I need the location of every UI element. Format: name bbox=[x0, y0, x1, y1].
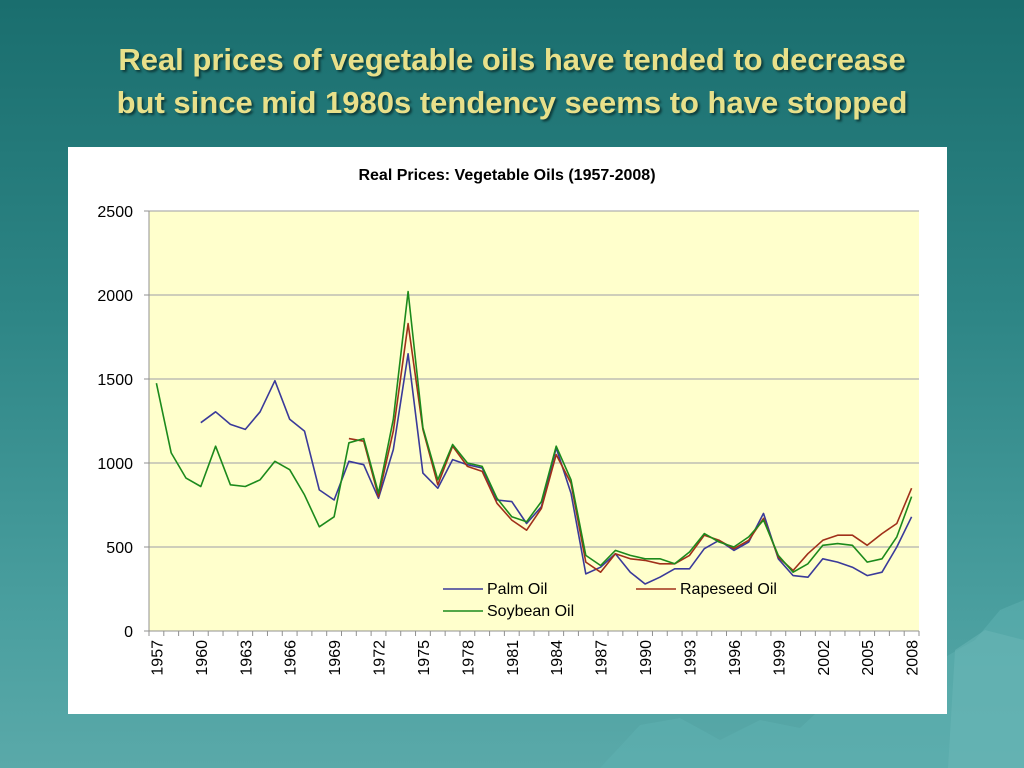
x-tick-label: 1999 bbox=[771, 640, 788, 676]
x-tick-label: 2005 bbox=[860, 640, 877, 676]
legend-item-soybean-oil: Soybean Oil bbox=[443, 603, 574, 620]
x-tick-label: 2008 bbox=[905, 640, 922, 676]
x-tick-label: 1996 bbox=[727, 640, 744, 676]
series-line-rapeseed-oil bbox=[348, 322, 913, 573]
x-tick-label: 1978 bbox=[460, 640, 477, 676]
slide-title-line-1: Real prices of vegetable oils have tende… bbox=[118, 42, 906, 77]
x-tick-label: 1957 bbox=[149, 640, 166, 676]
x-tick-label: 1969 bbox=[327, 640, 344, 676]
legend-label-rapeseed-oil: Rapeseed Oil bbox=[680, 581, 777, 598]
y-tick-label: 1000 bbox=[97, 456, 133, 473]
legend-item-palm-oil: Palm Oil bbox=[443, 581, 547, 598]
x-tick-label: 1972 bbox=[372, 640, 389, 676]
x-tick-label: 1993 bbox=[682, 640, 699, 676]
x-tick-label: 1984 bbox=[549, 640, 566, 676]
x-tick-label: 1981 bbox=[505, 640, 522, 676]
x-tick-label: 2002 bbox=[816, 640, 833, 676]
y-tick-label: 1500 bbox=[97, 372, 133, 389]
slide-title: Real prices of vegetable oils have tende… bbox=[0, 38, 1024, 124]
chart-title: Real Prices: Vegetable Oils (1957-2008) bbox=[358, 167, 655, 184]
y-tick-label: 2500 bbox=[97, 204, 133, 221]
chart-container: Real Prices: Vegetable Oils (1957-2008) … bbox=[68, 147, 947, 714]
legend-item-rapeseed-oil: Rapeseed Oil bbox=[636, 581, 777, 598]
plot-area bbox=[149, 211, 919, 631]
legend-label-palm-oil: Palm Oil bbox=[487, 581, 547, 598]
y-tick-label: 0 bbox=[124, 624, 133, 641]
y-tick-label: 500 bbox=[106, 540, 133, 557]
x-tick-label: 1975 bbox=[416, 640, 433, 676]
x-tick-label: 1960 bbox=[194, 640, 211, 676]
slide-title-line-2: but since mid 1980s tendency seems to ha… bbox=[116, 85, 908, 120]
line-chart: Real Prices: Vegetable Oils (1957-2008) … bbox=[97, 167, 922, 676]
x-tick-label: 1990 bbox=[638, 640, 655, 676]
x-tick-label: 1963 bbox=[238, 640, 255, 676]
x-tick-label: 1966 bbox=[283, 640, 300, 676]
legend-label-soybean-oil: Soybean Oil bbox=[487, 603, 574, 620]
y-tick-label: 2000 bbox=[97, 288, 133, 305]
x-tick-label: 1987 bbox=[594, 640, 611, 676]
series-line-soybean-oil bbox=[155, 290, 913, 573]
